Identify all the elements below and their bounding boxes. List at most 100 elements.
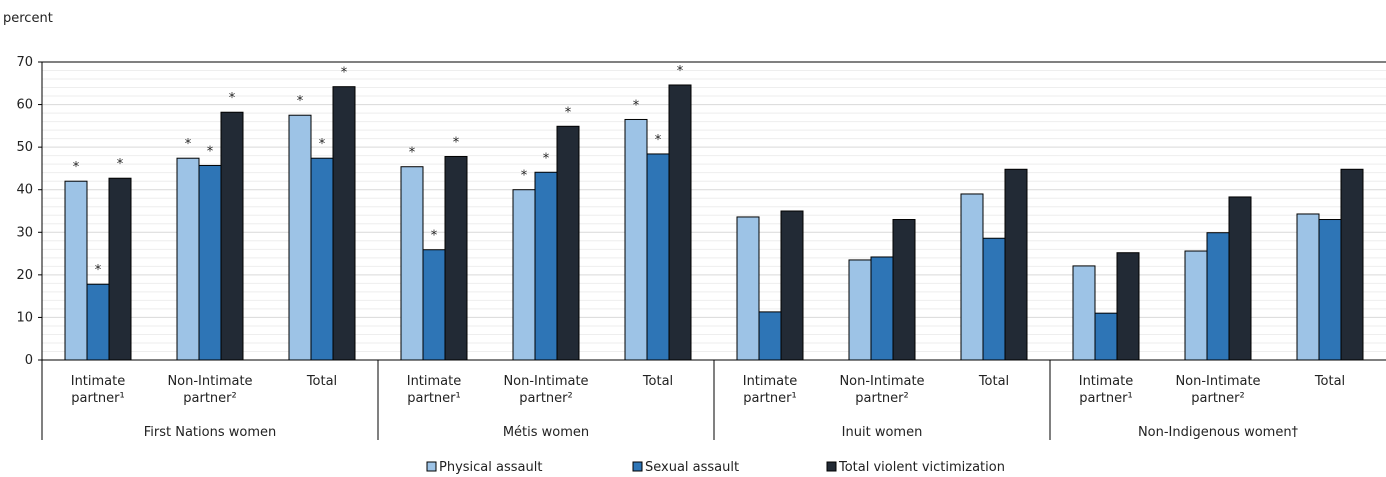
x-category-label: partner¹ — [71, 391, 124, 406]
bar — [780, 210, 804, 361]
bar — [534, 171, 558, 361]
bar — [288, 114, 312, 361]
bar — [892, 219, 916, 361]
significance-marker: * — [677, 64, 684, 79]
y-axis-title: percent — [3, 11, 53, 26]
significance-marker: * — [565, 105, 572, 120]
x-category-label: partner¹ — [743, 391, 796, 406]
x-group-label: First Nations women — [144, 425, 276, 440]
x-category-label: Intimate — [407, 374, 462, 389]
bar — [668, 84, 692, 361]
bar — [1296, 213, 1320, 361]
legend-swatch — [826, 461, 837, 472]
bar — [1116, 252, 1140, 361]
x-category-label: Non-Intimate — [503, 374, 588, 389]
x-category-label: Total — [306, 374, 337, 389]
bar — [960, 193, 984, 361]
bar — [624, 118, 648, 361]
bar — [86, 283, 110, 361]
y-axis: 0 10 20 30 40 50 60 70 — [16, 55, 1386, 368]
bars — [64, 84, 1364, 361]
y-tick-label: 30 — [16, 225, 33, 240]
bar — [176, 157, 200, 361]
x-category-label: Intimate — [71, 374, 126, 389]
significance-marker: * — [207, 144, 214, 159]
x-category-label: partner¹ — [1079, 391, 1132, 406]
significance-marker: * — [453, 136, 460, 151]
bar — [1228, 196, 1252, 361]
significance-markers: * * * * * * * * * * * * * * * * * * — [73, 64, 684, 278]
y-tick-label: 50 — [16, 140, 33, 155]
bar — [1072, 265, 1096, 361]
significance-marker: * — [431, 229, 438, 244]
bar — [198, 164, 222, 361]
significance-marker: * — [319, 137, 326, 152]
x-group-label: Métis women — [503, 425, 589, 440]
legend-label: Total violent victimization — [838, 460, 1005, 475]
significance-marker: * — [655, 133, 662, 148]
x-category-label: Non-Intimate — [839, 374, 924, 389]
bar — [982, 237, 1006, 361]
bar — [512, 189, 536, 361]
x-group-label: Inuit women — [842, 425, 923, 440]
significance-marker: * — [229, 91, 236, 106]
x-category-label: Total — [642, 374, 673, 389]
bar — [1004, 168, 1028, 361]
bar — [422, 249, 446, 361]
bar — [870, 256, 894, 361]
y-tick-label: 70 — [16, 55, 33, 70]
x-category-label: Intimate — [1079, 374, 1134, 389]
gridlines — [42, 61, 1386, 352]
legend-label: Sexual assault — [645, 460, 739, 475]
y-tick-label: 60 — [16, 98, 33, 113]
bar — [736, 216, 760, 361]
x-category-label: partner² — [519, 391, 572, 406]
y-tick-label: 0 — [25, 353, 33, 368]
significance-marker: * — [409, 146, 416, 161]
significance-marker: * — [95, 263, 102, 278]
significance-marker: * — [543, 151, 550, 166]
significance-marker: * — [73, 160, 80, 175]
significance-marker: * — [633, 98, 640, 113]
bar — [1206, 232, 1230, 361]
y-tick-label: 10 — [16, 310, 33, 325]
bar — [758, 311, 782, 361]
significance-marker: * — [521, 169, 528, 184]
x-category-label: partner² — [1191, 391, 1244, 406]
bar — [556, 125, 580, 361]
bar — [1094, 312, 1118, 361]
x-category-label: partner¹ — [407, 391, 460, 406]
legend-swatch — [426, 461, 437, 472]
significance-marker: * — [117, 157, 124, 172]
bar — [108, 177, 132, 361]
legend-label: Physical assault — [439, 460, 542, 475]
x-category-label: Non-Intimate — [1175, 374, 1260, 389]
bar — [646, 153, 670, 361]
bar — [1318, 219, 1342, 361]
x-category-label: partner² — [183, 391, 236, 406]
significance-marker: * — [297, 94, 304, 109]
bar — [1184, 250, 1208, 361]
bar — [310, 157, 334, 361]
bar — [444, 156, 468, 361]
x-category-label: Non-Intimate — [167, 374, 252, 389]
bar — [400, 166, 424, 361]
bar — [1340, 168, 1364, 361]
bar — [332, 86, 356, 361]
x-axis: Intimate partner¹ Non-Intimate partner² Tota… — [41, 359, 1386, 440]
x-category-label: Total — [1314, 374, 1345, 389]
x-category-label: partner² — [855, 391, 908, 406]
x-group-label: Non-Indigenous women† — [1138, 425, 1299, 440]
x-category-label: Intimate — [743, 374, 798, 389]
bar — [64, 180, 88, 361]
bar — [848, 259, 872, 361]
significance-marker: * — [185, 137, 192, 152]
legend: Physical assault Sexual assault Total viol… — [426, 460, 1005, 475]
legend-swatch — [632, 461, 643, 472]
y-tick-label: 40 — [16, 183, 33, 198]
bar — [220, 111, 244, 361]
y-tick-label: 20 — [16, 268, 33, 283]
x-category-label: Total — [978, 374, 1009, 389]
significance-marker: * — [341, 66, 348, 81]
